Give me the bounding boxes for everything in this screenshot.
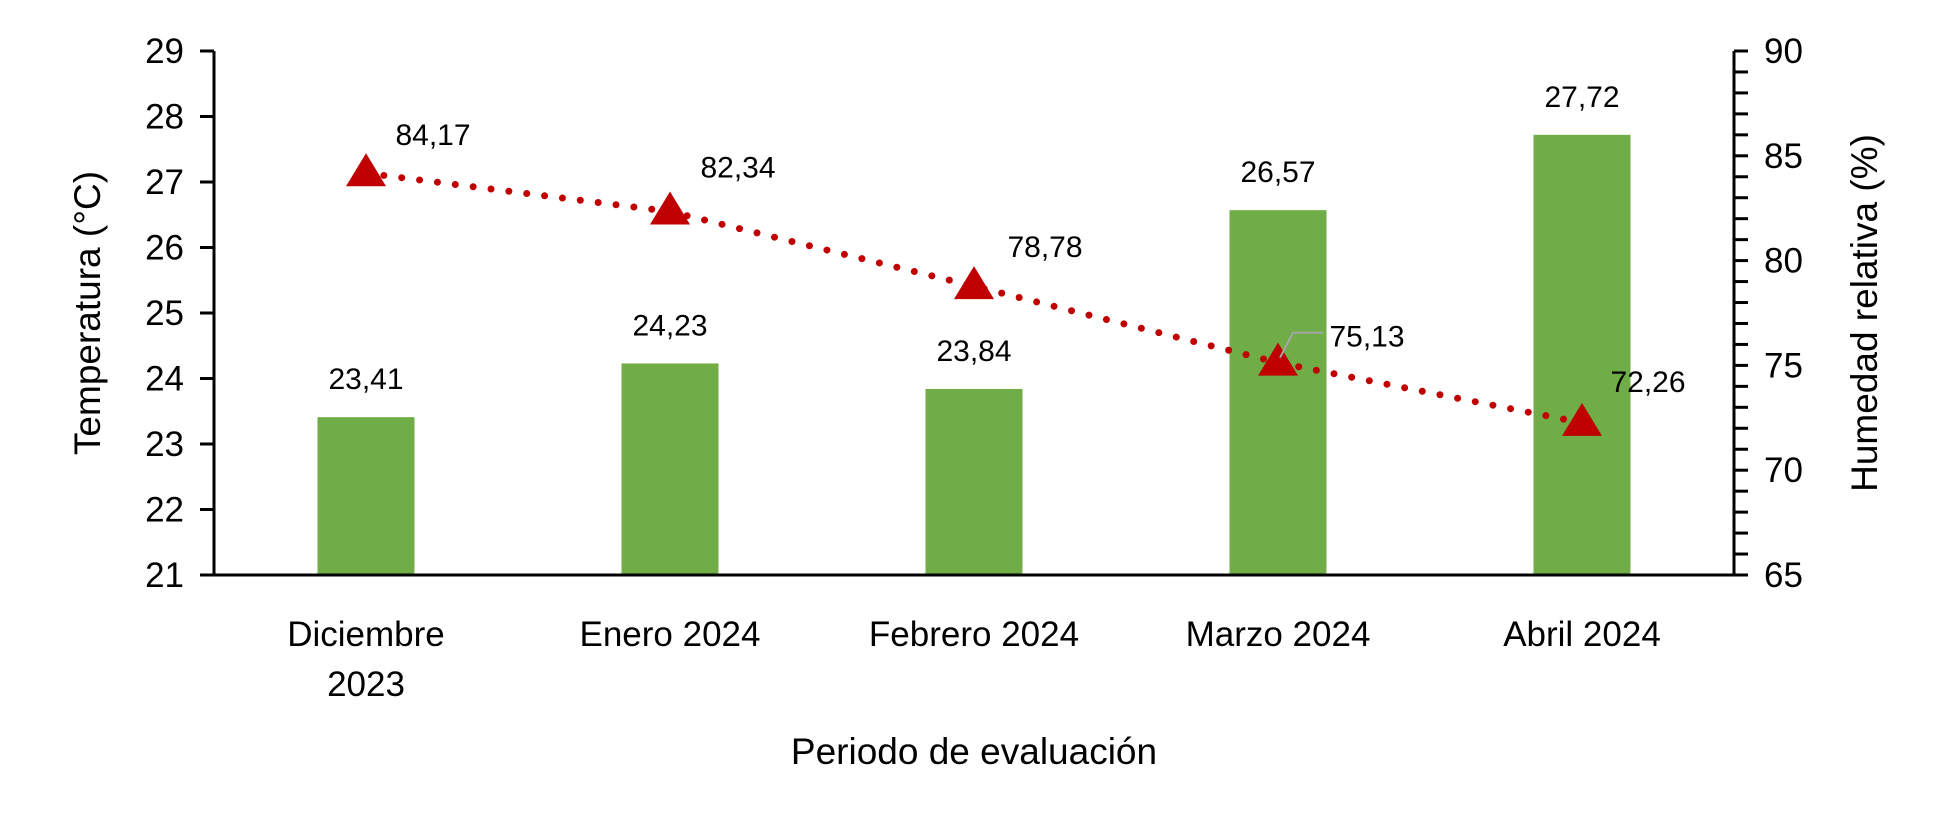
line-data-label: 82,34: [700, 152, 775, 185]
y-tick-label: 28: [145, 98, 184, 137]
line-data-label: 75,13: [1329, 321, 1404, 354]
x-axis-title: Periodo de evaluación: [791, 731, 1157, 772]
line-data-label: 72,26: [1610, 366, 1685, 399]
bar-data-label: 24,23: [632, 309, 707, 342]
bar: [1533, 134, 1631, 575]
y-tick-label: 29: [145, 32, 184, 71]
bar-data-label: 23,41: [328, 363, 403, 396]
x-tick-label: Enero 2024: [580, 615, 761, 654]
y2-tick-label: 85: [1764, 137, 1803, 176]
y2-tick-label: 75: [1764, 346, 1803, 385]
y-tick-label: 21: [145, 556, 184, 595]
x-tick-label: Marzo 2024: [1186, 615, 1371, 654]
x-tick-label: Febrero 2024: [869, 615, 1079, 654]
bar: [1229, 210, 1327, 576]
x-tick-label: Abril 2024: [1503, 615, 1661, 654]
bar: [925, 388, 1023, 575]
y2-axis-title: Humedad relativa (%): [1844, 134, 1885, 492]
x-tick-label: Diciembre: [287, 615, 445, 654]
line-data-label: 78,78: [1007, 231, 1082, 264]
y-tick-label: 22: [145, 491, 184, 530]
bar-data-label: 23,84: [936, 335, 1011, 368]
y-tick-label: 23: [145, 425, 184, 464]
bar: [317, 417, 415, 575]
x-tick-label: 2023: [327, 665, 405, 704]
y2-tick-label: 80: [1764, 242, 1803, 281]
triangle-marker: [954, 266, 994, 300]
triangle-marker: [346, 153, 386, 187]
triangle-marker: [1258, 342, 1298, 376]
y-tick-label: 24: [145, 360, 184, 399]
y-tick-label: 26: [145, 229, 184, 268]
bar-data-label: 27,72: [1544, 81, 1619, 114]
leader-line: [1279, 331, 1323, 359]
bar-data-label: 26,57: [1240, 156, 1315, 189]
bar: [621, 363, 719, 575]
y2-tick-label: 70: [1764, 451, 1803, 490]
y2-tick-label: 65: [1764, 556, 1803, 595]
line-data-label: 84,17: [395, 119, 470, 152]
triangle-marker: [650, 191, 690, 225]
triangle-marker: [1562, 402, 1602, 436]
y-tick-label: 25: [145, 294, 184, 333]
y2-tick-label: 90: [1764, 32, 1803, 71]
y-axis-title: Temperatura (°C): [67, 171, 108, 455]
y-tick-label: 27: [145, 163, 184, 202]
